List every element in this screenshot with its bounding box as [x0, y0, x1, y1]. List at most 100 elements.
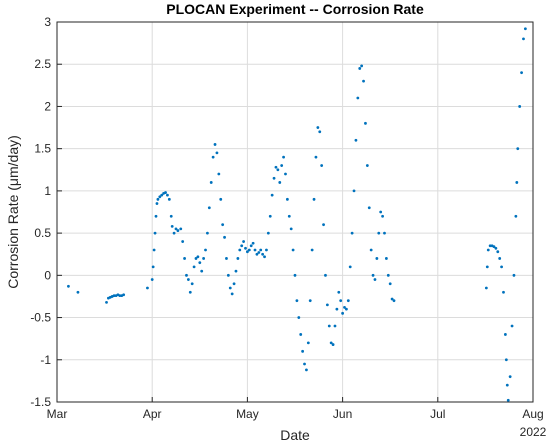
data-point	[174, 227, 178, 231]
data-point	[240, 244, 244, 248]
data-point	[362, 79, 365, 83]
data-point	[377, 231, 381, 235]
data-point	[209, 181, 213, 184]
y-tick-label: 3	[44, 15, 51, 29]
data-point	[308, 299, 312, 303]
data-point	[259, 248, 263, 252]
data-point	[155, 202, 159, 205]
data-point	[194, 257, 198, 260]
data-point	[485, 265, 489, 269]
data-point	[516, 147, 520, 151]
data-point	[249, 244, 253, 248]
data-point	[200, 269, 204, 273]
data-point	[176, 229, 180, 232]
data-point	[287, 214, 291, 218]
data-point	[207, 206, 211, 210]
data-point	[322, 223, 325, 227]
data-point	[223, 235, 226, 239]
data-point	[346, 299, 350, 303]
data-point	[246, 250, 249, 254]
data-point	[293, 273, 297, 277]
data-point	[284, 172, 287, 176]
data-point	[486, 248, 490, 252]
data-point	[153, 231, 157, 235]
data-point	[320, 164, 324, 167]
data-point	[234, 269, 238, 273]
data-point	[190, 282, 194, 286]
data-point	[247, 248, 251, 252]
data-point	[515, 181, 519, 184]
data-point	[514, 214, 518, 218]
data-point	[348, 265, 352, 269]
data-point	[324, 273, 327, 277]
data-point	[494, 246, 498, 250]
data-point	[312, 197, 316, 201]
data-point	[215, 151, 219, 155]
data-point	[217, 172, 221, 176]
x-tick-label: Aug	[522, 407, 543, 421]
data-point	[379, 210, 383, 214]
chart-title: PLOCAN Experiment -- Corrosion Rate	[166, 1, 424, 17]
data-point	[276, 168, 280, 172]
x-axis-year: 2022	[520, 425, 547, 439]
data-point	[164, 191, 167, 194]
data-point	[356, 96, 360, 100]
data-point	[337, 290, 341, 294]
x-axis-label: Date	[280, 427, 310, 443]
y-tick-label: 1.5	[34, 142, 51, 156]
x-tick-label: Jun	[333, 407, 352, 421]
data-point	[228, 286, 232, 290]
data-point	[265, 248, 268, 252]
data-point	[310, 248, 314, 252]
data-point	[150, 278, 154, 281]
data-point	[345, 307, 348, 311]
data-point	[221, 223, 225, 227]
data-point	[510, 324, 514, 328]
y-tick-label: 1	[44, 184, 51, 198]
y-tick-label: 0.5	[34, 226, 51, 240]
data-point	[192, 265, 196, 269]
data-point	[506, 398, 510, 402]
data-point	[381, 214, 384, 218]
x-tick-label: Mar	[47, 407, 68, 421]
data-point	[388, 282, 392, 286]
y-tick-label: -0.5	[30, 311, 51, 325]
y-tick-label: 2	[44, 99, 51, 113]
data-point	[213, 143, 217, 146]
data-point	[339, 299, 343, 303]
data-point	[186, 278, 190, 281]
data-point	[484, 286, 488, 290]
data-point	[390, 297, 394, 301]
data-point	[76, 290, 80, 294]
data-point	[299, 333, 303, 336]
data-point	[383, 231, 386, 235]
data-point	[285, 197, 289, 201]
data-point	[183, 257, 186, 260]
data-point	[282, 155, 285, 159]
y-tick-label: -1	[40, 353, 51, 367]
data-point	[498, 257, 502, 260]
data-point	[508, 375, 512, 379]
data-point	[523, 27, 527, 31]
data-point	[392, 299, 396, 303]
data-point	[278, 181, 282, 184]
data-point	[333, 324, 337, 328]
data-point	[122, 293, 126, 297]
data-point	[358, 67, 362, 70]
data-point	[211, 155, 215, 159]
data-point	[331, 343, 335, 346]
data-point	[270, 193, 274, 197]
data-point	[158, 195, 162, 199]
data-point	[373, 278, 377, 281]
y-tick-label: 0	[44, 268, 51, 282]
data-point	[354, 138, 358, 142]
data-point	[160, 193, 164, 197]
data-point	[375, 257, 379, 260]
data-point	[263, 255, 266, 259]
data-point	[185, 273, 188, 277]
y-tick-label: 2.5	[34, 57, 51, 71]
data-point	[291, 248, 295, 252]
data-point	[318, 130, 322, 134]
x-tick-label: Apr	[143, 407, 162, 421]
data-point	[156, 197, 160, 201]
